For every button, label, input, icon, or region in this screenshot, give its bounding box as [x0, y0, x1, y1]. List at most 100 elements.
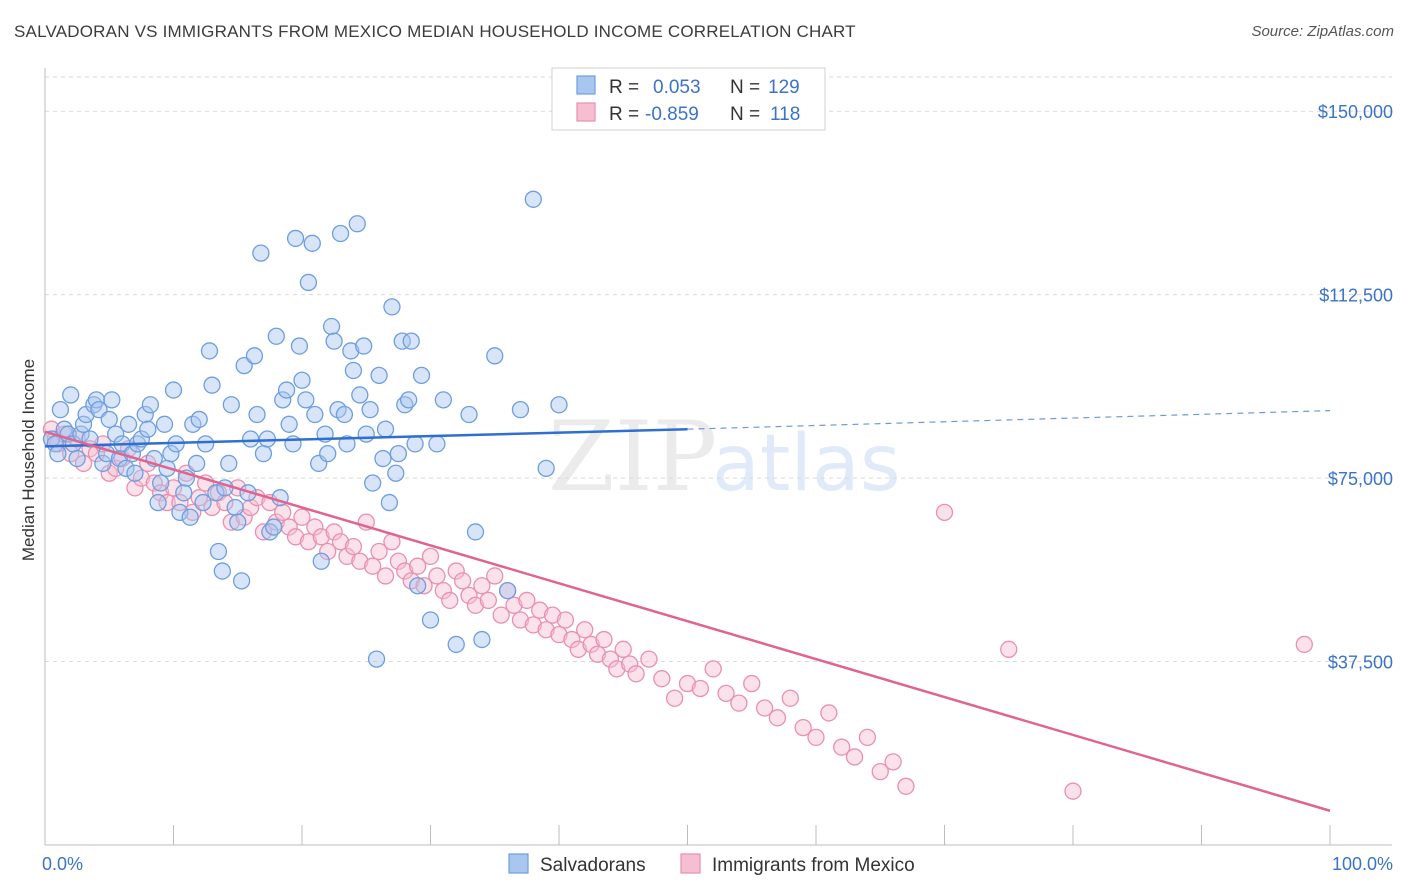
- scatter-point: [181, 508, 199, 526]
- scatter-point: [277, 381, 296, 399]
- scatter-point: [190, 410, 208, 429]
- series-salvadorans: [42, 190, 568, 668]
- scatter-point: [164, 381, 183, 399]
- scatter-point: [396, 562, 414, 580]
- scatter-point: [325, 523, 343, 541]
- watermark-zip: ZIP: [548, 401, 717, 513]
- bottom-legend-label-immigrants-from-mexico: Immigrants from Mexico: [712, 855, 915, 876]
- legend-swatch-salvadorans: [576, 75, 596, 95]
- scatter-point: [364, 474, 382, 492]
- scatter-point: [460, 405, 478, 424]
- scatter-point: [175, 484, 193, 502]
- scatter-point: [361, 400, 379, 419]
- y-tick-label: $112,500: [1319, 286, 1393, 306]
- x-tick-label: 0.0%: [42, 854, 83, 874]
- scatter-point: [232, 572, 251, 590]
- scatter-point: [383, 298, 401, 316]
- x-tick-label: 100.0%: [1332, 854, 1393, 874]
- scatter-point: [344, 537, 363, 556]
- scatter-point: [254, 523, 273, 541]
- scatter-point: [582, 635, 600, 654]
- legend-r-value-1: -0.859: [645, 104, 699, 125]
- scatter-point: [207, 484, 225, 502]
- scatter-point: [241, 430, 260, 448]
- scatter-point: [621, 655, 639, 673]
- scatter-point: [203, 376, 221, 394]
- bottom-legend-label-salvadorans: Salvadorans: [540, 855, 646, 876]
- scatter-point: [897, 777, 915, 795]
- scatter-point: [537, 621, 555, 639]
- scatter-point: [434, 391, 453, 409]
- scatter-point: [126, 479, 144, 497]
- scatter-point: [833, 738, 851, 756]
- scatter-point: [342, 342, 360, 360]
- scatter-point: [807, 728, 825, 747]
- scatter-point: [141, 396, 160, 414]
- scatter-point: [434, 581, 453, 600]
- y-tick-label: $150,000: [1318, 102, 1393, 122]
- scatter-point: [100, 410, 118, 429]
- scatter-point: [588, 645, 607, 663]
- scatter-point: [303, 234, 321, 252]
- scatter-point: [267, 513, 285, 531]
- scatter-point: [338, 435, 356, 453]
- scatter-point: [335, 405, 354, 424]
- watermark: ZIP atlas: [548, 401, 901, 513]
- y-tick-label: $75,000: [1328, 469, 1393, 489]
- scatter-point: [252, 244, 270, 262]
- scatter-point: [322, 317, 341, 336]
- legend-n-value-0: 129: [768, 77, 800, 98]
- legend: R = 0.053 N = 129 R = -0.859 N = 118: [551, 67, 826, 131]
- scatter-point: [293, 508, 311, 526]
- scatter-point: [370, 366, 388, 385]
- scatter-point: [267, 327, 285, 345]
- scatter-point: [428, 435, 446, 453]
- legend-r-label-0: R =: [609, 77, 639, 98]
- scatter-point: [126, 464, 144, 482]
- scatter-point: [730, 694, 748, 712]
- scatter-point: [691, 679, 709, 698]
- scatter-point: [299, 533, 318, 551]
- scatter-point: [158, 493, 176, 512]
- scatter-point: [845, 748, 864, 766]
- scatter-point: [421, 611, 440, 629]
- scatter-point: [498, 581, 517, 600]
- scatter-point: [370, 542, 388, 561]
- scatter-point: [226, 498, 244, 517]
- scatter-point: [1064, 782, 1082, 800]
- scatter-point: [220, 454, 238, 473]
- scatter-point: [274, 391, 292, 409]
- scatter-point: [293, 371, 311, 389]
- scatter-point: [94, 454, 112, 473]
- scatter-point: [286, 528, 305, 546]
- scatter-point: [704, 660, 722, 678]
- scatter-point: [51, 400, 70, 419]
- scatter-point: [466, 596, 485, 614]
- scatter-point: [376, 567, 395, 585]
- scatter-point: [62, 386, 80, 404]
- scatter-point: [49, 445, 67, 463]
- trend-lines: [44, 410, 1331, 812]
- scatter-point: [117, 459, 135, 477]
- scatter-point: [364, 557, 382, 575]
- scatter-point: [768, 709, 787, 727]
- scatter-point: [351, 386, 369, 404]
- trend-line-salvadorans: [44, 427, 688, 448]
- scatter-point: [74, 415, 93, 433]
- scatter-point: [1000, 640, 1018, 658]
- scatter-point: [550, 626, 568, 644]
- scatter-point: [265, 518, 283, 536]
- scatter-point: [486, 567, 504, 585]
- scatter-point: [284, 435, 302, 453]
- scatter-point: [245, 347, 264, 365]
- series-immigrants-from-mexico: [42, 420, 1313, 800]
- tick-labels: $37,500 $75,000 $112,500 $150,000 0.0% 100.0%: [42, 102, 1393, 874]
- scatter-point: [608, 660, 626, 678]
- scatter-point: [393, 332, 411, 350]
- watermark-atlas: atlas: [712, 419, 901, 509]
- scatter-point: [569, 640, 587, 658]
- y-tick-label: $37,500: [1328, 653, 1393, 673]
- scatter-point: [524, 616, 542, 634]
- scatter-point: [543, 606, 562, 624]
- scatter-point: [556, 611, 575, 629]
